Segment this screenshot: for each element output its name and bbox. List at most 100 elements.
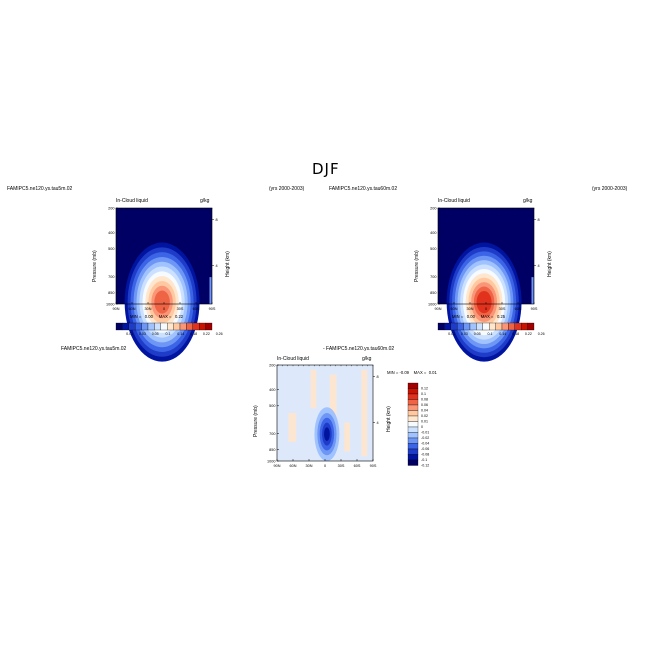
panel3-case-diff-label: - FAMIPC5.ne120.ys.tau60m.02 [323,346,395,352]
colorbar-label: 0.02 [421,414,428,418]
colorbar-swatch [489,322,496,331]
colorbar-swatch [122,322,129,331]
colorbar-swatch [407,459,419,466]
colorbar-swatch [444,322,451,331]
colorbar-swatch [521,322,528,331]
colorbar-swatch [160,322,168,331]
x-tick-label: 60S [193,307,200,311]
colorbar-swatch [514,322,522,331]
x-tick-label: 30S [499,307,506,311]
panel1-min-value: 0.00 [144,314,153,319]
x-tick-label: 0 [163,307,165,311]
panel2-case-label: FAMIPC5.ne120.ys.tau60m.02 [329,186,398,192]
x-tick-label: 30N [145,307,152,311]
colorbar-swatch [147,322,155,331]
panel1-case-label: FAMIPC5.ne120.ys.tau5m.02 [7,186,73,192]
panel3-min-value: -0.09 [399,370,410,375]
colorbar-label: -0.01 [421,431,429,435]
y-tick-label: 400 [108,231,114,235]
colorbar-swatch [179,322,187,331]
panel1-colorbar: 0.01 0.03 0.05 0.1 0.14 0.18 0.22 0.26 [115,322,223,336]
contour-band [361,369,368,457]
colorbar-label: -0.1 [421,458,427,462]
panel1-field-label: In-Cloud liquid [116,198,148,204]
contour-band [329,374,337,428]
panel1-years-label: (yrs 2000-2003) [269,186,305,192]
panel3-stats: MIN = -0.09 MAX = 0.01 [387,370,437,375]
colorbar-swatch [495,322,503,331]
colorbar-label: -0.12 [421,464,429,468]
colorbar-swatch [141,322,149,331]
right-tick-label: 8 [377,375,379,379]
x-tick-label: 30S [338,464,345,468]
colorbar-swatch [527,322,535,331]
colorbar-label: 0.22 [203,332,210,336]
x-tick-label: 60N [451,307,458,311]
panel2-field-label: In-Cloud liquid [438,198,470,204]
contour-band [531,277,534,304]
panel2-max-value: 0.25 [496,314,506,319]
colorbar-swatch [450,322,458,331]
panel2-min-value: 0.00 [466,314,475,319]
y-tick-label: 700 [269,432,275,436]
panel2-max-label: MAX = [480,314,494,319]
panel3-min-label: MIN = [387,370,399,375]
colorbar-swatch [476,322,483,331]
x-tick-label: 90N [435,307,442,311]
colorbar-label: 0.12 [421,387,428,391]
plot-frame [437,207,535,305]
contour-band [324,427,330,441]
x-tick-label: 60S [515,307,522,311]
colorbar-swatch [192,322,200,331]
colorbar-label: 0.04 [421,409,428,413]
colorbar-swatch [407,382,419,389]
y-tick-label: 500 [269,404,275,408]
x-tick-label: 30S [177,307,184,311]
contour-band [154,290,170,314]
right-tick-label: 4 [377,421,379,425]
y-tick-label: 1000 [106,302,114,306]
colorbar-label: 0.14 [499,332,506,336]
colorbar-swatch [115,322,123,331]
colorbar-label: 0.01 [448,332,455,336]
page-title: DJF [312,160,340,178]
y-tick-label: 700 [430,275,436,279]
panel3-case-label: FAMIPC5.ne120.ys.tau5m.02 [61,346,127,352]
y-tick-label: 850 [108,291,114,295]
colorbar-swatch [173,322,181,331]
panel3-units-label: g/kg [362,356,372,362]
plot-frame [276,364,374,462]
colorbar-label: 0.08 [421,398,428,402]
panel1-min-label: MIN = 0.00 MAX = 0.22 [130,314,184,319]
colorbar-swatch [508,322,515,331]
panel3-max-value: 0.01 [428,370,437,375]
colorbar-label: 0.14 [177,332,184,336]
y-tick-label: 500 [430,247,436,251]
y-tick-label: 1000 [267,459,275,463]
colorbar-swatch [407,454,419,461]
colorbar-label: 0.26 [538,332,545,336]
colorbar-label: 0.01 [421,420,428,424]
x-tick-label: 0 [324,464,326,468]
x-tick-label: 60N [129,307,136,311]
colorbar-label: 0.1 [488,332,493,336]
colorbar-swatch [501,322,509,331]
colorbar-label: 0.03 [461,332,468,336]
colorbar-swatch [407,393,419,400]
colorbar-label: -0.08 [421,453,429,457]
x-tick-label: 90S [531,307,538,311]
colorbar-label: -0.04 [421,442,429,446]
right-tick-label: 8 [538,218,540,222]
panel2-units-label: g/kg [523,198,533,204]
y-tick-label: 700 [108,275,114,279]
colorbar-label: 0 [421,425,423,429]
y-tick-label: 200 [108,206,114,210]
colorbar-swatch [407,448,419,455]
x-tick-label: 30N [306,464,313,468]
colorbar-swatch [407,388,419,395]
right-tick-label: 8 [216,218,218,222]
panel3-colorbar: 0.120.1 0.080.06 0.040.02 0.010 -0.01-0.02 -0… [407,382,429,468]
colorbar-label: 0.05 [152,332,159,336]
contour-band [288,413,297,442]
colorbar-swatch [167,322,174,331]
